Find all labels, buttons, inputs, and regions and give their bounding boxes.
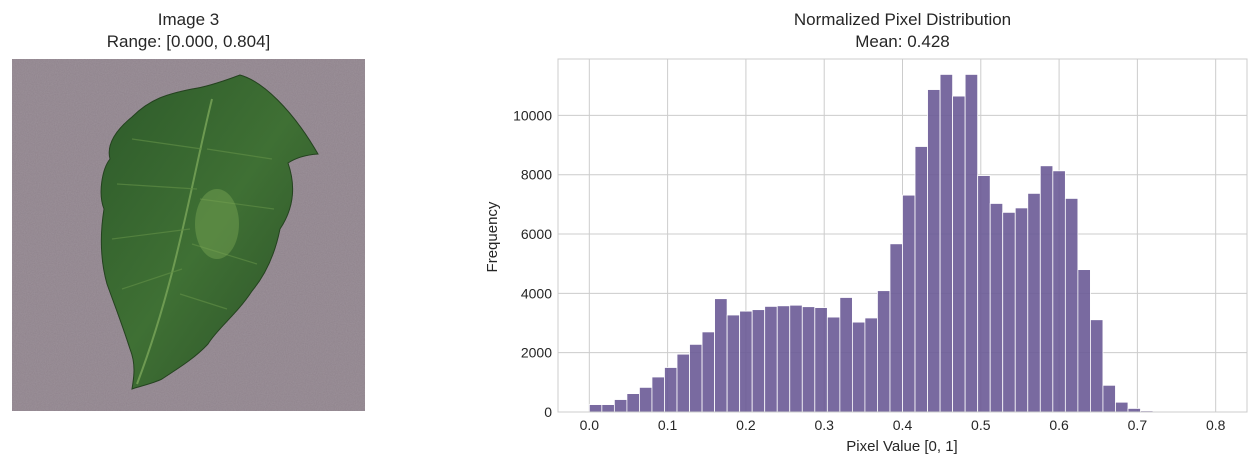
histogram-bar: [801, 306, 816, 413]
y-axis-label: Frequency: [484, 201, 501, 272]
histogram-bar: [764, 305, 778, 413]
histogram-bar: [726, 314, 741, 413]
histogram-bar: [939, 74, 954, 413]
histogram-bar: [789, 304, 803, 413]
x-tick-label: 0.0: [580, 417, 600, 433]
x-tick-label: 0.7: [1128, 417, 1148, 433]
histogram-bar: [851, 321, 866, 413]
histogram-bar: [1064, 198, 1079, 413]
y-tick-label: 6000: [521, 226, 552, 242]
histogram-bar: [1127, 408, 1141, 413]
y-tick-label: 4000: [521, 285, 552, 301]
leaf-shape: [100, 74, 319, 390]
histogram-bar: [1039, 165, 1054, 413]
x-tick-label: 0.4: [893, 417, 913, 433]
histogram-bar: [814, 307, 828, 413]
histogram-bar: [1014, 207, 1029, 413]
y-ticks: 0 2000 4000 6000 8000 10000: [513, 107, 552, 420]
histogram-bar: [701, 331, 715, 413]
histogram-bar: [952, 95, 966, 413]
chart-subtitle: Mean: 0.428: [855, 32, 950, 51]
histogram-bar: [751, 309, 766, 413]
x-tick-label: 0.5: [971, 417, 991, 433]
x-tick-label: 0.2: [736, 417, 756, 433]
histogram-bar: [1002, 211, 1016, 413]
histogram-bar: [1102, 384, 1116, 413]
histogram-bar: [927, 89, 941, 413]
histogram-bar: [1077, 269, 1091, 413]
histogram-bar: [588, 404, 603, 413]
leaf-image: [12, 59, 365, 411]
histogram-bar: [839, 297, 853, 413]
x-tick-label: 0.8: [1206, 417, 1226, 433]
histogram-bar: [1027, 192, 1041, 413]
histogram-bar: [689, 343, 703, 413]
histogram-bar: [902, 194, 916, 413]
plot-frame: [557, 58, 1248, 413]
y-tick-label: 2000: [521, 345, 552, 361]
x-tick-label: 0.1: [658, 417, 678, 433]
y-tick-label: 0: [544, 404, 552, 420]
histogram-bar: [1090, 319, 1104, 413]
image-range-subtitle: Range: [0.000, 0.804]: [106, 32, 271, 51]
histogram-bar: [626, 393, 640, 413]
x-axis-label: Pixel Value [0, 1]: [846, 438, 957, 455]
histogram-bar: [676, 353, 690, 413]
histogram-bar: [639, 386, 653, 413]
histogram-bar: [914, 146, 928, 413]
histogram-bar: [826, 316, 841, 413]
histogram-bar: [989, 203, 1004, 413]
chart-title-block: Normalized Pixel Distribution Mean: 0.42…: [558, 9, 1247, 53]
histogram-bar: [889, 243, 903, 413]
image-title-block: Image 3 Range: [0.000, 0.804]: [12, 9, 365, 53]
histogram-bar: [1115, 401, 1129, 413]
histogram-bar: [864, 317, 878, 413]
histogram-bar: [613, 399, 628, 413]
chart-title: Normalized Pixel Distribution: [793, 10, 1012, 29]
x-ticks: 0.0 0.1 0.2 0.3 0.4 0.5 0.6 0.7 0.8: [580, 417, 1226, 433]
y-tick-label: 10000: [513, 107, 552, 123]
histogram-bar: [664, 367, 678, 413]
bars: [588, 74, 1217, 413]
image-title: Image 3: [157, 10, 220, 29]
y-tick-label: 8000: [521, 167, 552, 183]
histogram-bar: [739, 310, 753, 413]
histogram-bar: [1052, 170, 1066, 413]
histogram-bar: [776, 305, 791, 413]
x-tick-label: 0.6: [1049, 417, 1069, 433]
histogram-bar: [977, 175, 991, 413]
histogram-bar: [601, 404, 615, 413]
histogram-bar: [877, 290, 891, 413]
histogram-bar: [651, 376, 665, 413]
histogram-bar: [714, 298, 728, 413]
x-tick-label: 0.3: [814, 417, 834, 433]
histogram-bar: [964, 74, 979, 413]
